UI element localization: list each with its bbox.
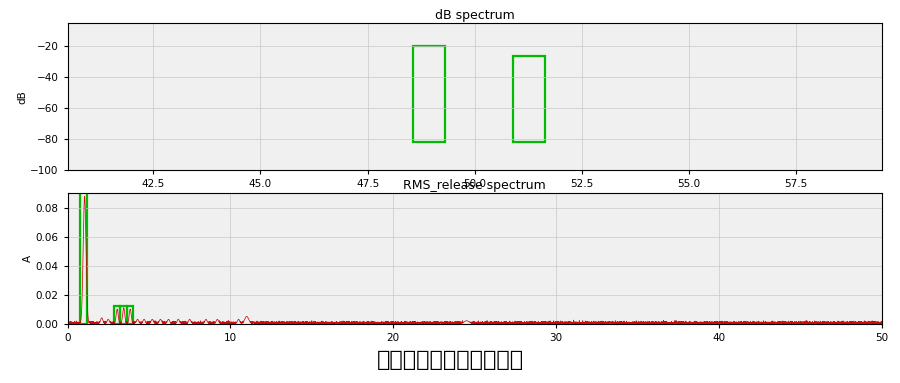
Bar [513,56,545,142]
Bar [121,306,127,324]
Bar [114,306,120,324]
Bar [80,192,87,324]
Title: dB spectrum: dB spectrum [435,9,515,22]
Y-axis label: dB: dB [17,90,27,103]
Bar [412,46,445,142]
Text: 某转子断条故障电机频谱: 某转子断条故障电机频谱 [376,350,524,370]
Bar [127,306,133,324]
Title: RMS_release spectrum: RMS_release spectrum [403,179,546,192]
Y-axis label: A: A [22,255,32,262]
